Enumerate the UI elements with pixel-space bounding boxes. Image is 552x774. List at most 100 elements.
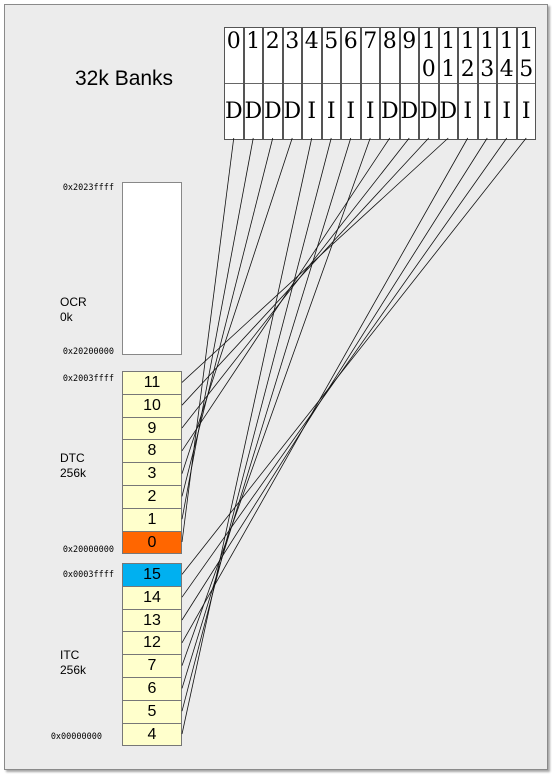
- bank-type: I: [463, 99, 473, 124]
- mapping-line-bank-5: [181, 137, 332, 712]
- bank-column-12: 1 2 I: [458, 27, 478, 140]
- bank-type: D: [225, 99, 243, 124]
- mapping-line-bank-2: [181, 137, 274, 497]
- bank-mapping-lines: [181, 137, 527, 735]
- ocr-addr-bottom: 0x20200000: [62, 347, 114, 357]
- bank-column-13: 1 3 I: [477, 27, 497, 140]
- bank-type: D: [439, 99, 458, 124]
- bank-column-divider: [478, 83, 496, 84]
- bank-number: 0: [226, 29, 241, 54]
- bank-column-14: 1 4 I: [497, 27, 517, 140]
- bank-number-ones: 5: [519, 57, 534, 82]
- bank-type: I: [482, 99, 492, 124]
- itc-slot-12: 12: [122, 631, 182, 656]
- mapping-line-bank-6: [181, 137, 352, 689]
- mapping-line-bank-13: [181, 137, 488, 621]
- mapping-line-bank-3: [181, 137, 293, 474]
- bank-number: 9: [402, 29, 417, 54]
- bank-column-divider: [381, 83, 399, 84]
- bank-type: D: [244, 99, 263, 124]
- bank-number-ones: 2: [460, 57, 475, 82]
- bank-number-ones: 0: [421, 57, 436, 82]
- bank-column-divider: [225, 83, 243, 84]
- bank-column-divider: [322, 83, 340, 84]
- mapping-line-bank-9: [181, 137, 410, 429]
- dtc-slot-0: 0: [122, 530, 182, 555]
- mapping-line-bank-11: [181, 137, 449, 383]
- bank-number-tens: 1: [421, 29, 436, 54]
- bank-column-divider: [283, 83, 301, 84]
- mapping-line-bank-10: [181, 137, 430, 406]
- bank-number: 2: [265, 29, 280, 54]
- bank-type: I: [346, 99, 356, 124]
- dtc-size: 256k: [60, 466, 87, 480]
- bank-column-divider: [244, 83, 262, 84]
- bank-type: D: [283, 99, 302, 124]
- itc-slot-15: 15: [122, 563, 182, 587]
- bank-type: I: [502, 99, 512, 124]
- bank-column-divider: [459, 83, 477, 84]
- bank-number: 8: [382, 29, 397, 54]
- bank-number: 5: [324, 29, 339, 54]
- ocr-addr-top: 0x2023ffff: [62, 183, 114, 193]
- bank-number: 1: [246, 29, 261, 54]
- bank-number: 6: [343, 29, 358, 54]
- bank-number-tens: 1: [460, 29, 475, 54]
- bank-column-divider: [361, 83, 379, 84]
- bank-number-tens: 1: [480, 29, 495, 54]
- bank-column-15: 1 5 I: [516, 27, 536, 140]
- dtc-label: DTC 256k: [60, 451, 86, 481]
- bank-type: I: [307, 99, 317, 124]
- bank-column-divider: [498, 83, 516, 84]
- bank-number-ones: 1: [441, 57, 456, 82]
- ocr-name: OCR: [60, 295, 87, 309]
- bank-column-divider: [439, 83, 457, 84]
- bank-type: D: [420, 99, 438, 124]
- bank-column-divider: [517, 83, 535, 84]
- bank-number-tens: 1: [441, 29, 456, 54]
- dtc-slot-2: 2: [122, 485, 182, 509]
- itc-label: ITC 256k: [60, 648, 86, 678]
- ocr-label: OCR 0k: [60, 295, 87, 325]
- bank-number-tens: 1: [519, 29, 534, 54]
- itc-addr-top: 0x0003ffff: [62, 570, 114, 580]
- mapping-line-bank-15: [181, 137, 527, 575]
- bank-number-ones: 4: [499, 57, 514, 82]
- bank-column-divider: [400, 83, 418, 84]
- bank-type: I: [365, 99, 375, 124]
- bank-column-divider: [420, 83, 438, 84]
- ocr-block: [122, 182, 182, 355]
- bank-type: I: [326, 99, 336, 124]
- dtc-addr-bottom: 0x20000000: [62, 545, 114, 555]
- dtc-name: DTC: [60, 451, 85, 465]
- bank-number-tens: 1: [499, 29, 514, 54]
- itc-slot-4: 4: [122, 722, 182, 747]
- bank-column-11: 1 1 D: [438, 27, 458, 140]
- itc-addr-bottom: 0x00000000: [50, 732, 102, 742]
- bank-number: 7: [363, 29, 378, 54]
- mapping-line-bank-8: [181, 137, 391, 452]
- itc-slot-14: 14: [122, 585, 182, 610]
- diagram-title: 32k Banks: [75, 67, 174, 90]
- bank-column-divider: [303, 83, 321, 84]
- bank-type: D: [264, 99, 282, 124]
- ocr-size: 0k: [60, 310, 73, 324]
- bank-type: I: [521, 99, 531, 124]
- mapping-line-bank-7: [181, 137, 371, 666]
- dtc-addr-top: 0x2003ffff: [62, 374, 114, 384]
- itc-size: 256k: [60, 663, 87, 677]
- dtc-slot-1: 1: [122, 507, 182, 532]
- bank-number-ones: 3: [480, 57, 495, 82]
- mapping-line-bank-14: [181, 137, 508, 598]
- bank-type: D: [381, 99, 399, 124]
- mapping-line-bank-1: [181, 137, 254, 520]
- bank-number: 3: [285, 29, 300, 54]
